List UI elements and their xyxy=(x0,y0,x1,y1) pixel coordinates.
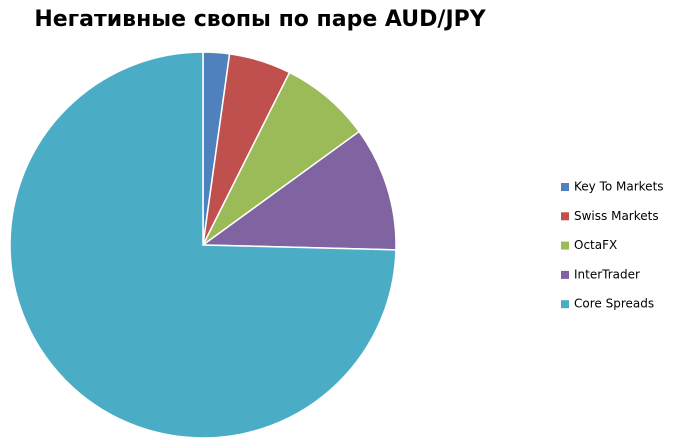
chart-title: Негативные свопы по паре AUD/JPY xyxy=(34,7,486,32)
legend-swatch xyxy=(561,270,569,279)
legend-label: Key To Markets xyxy=(574,180,664,194)
legend-swatch xyxy=(561,241,569,250)
legend-label: OctaFX xyxy=(574,238,617,252)
legend-label: Swiss Markets xyxy=(574,209,659,223)
legend-swatch xyxy=(561,300,569,309)
pie-slice xyxy=(200,130,397,251)
legend-swatch xyxy=(561,183,569,191)
legend-swatch xyxy=(561,212,569,221)
legend-label: InterTrader xyxy=(574,267,640,281)
legend-label: Core Spreads xyxy=(574,297,654,311)
pie-slice xyxy=(9,51,397,439)
